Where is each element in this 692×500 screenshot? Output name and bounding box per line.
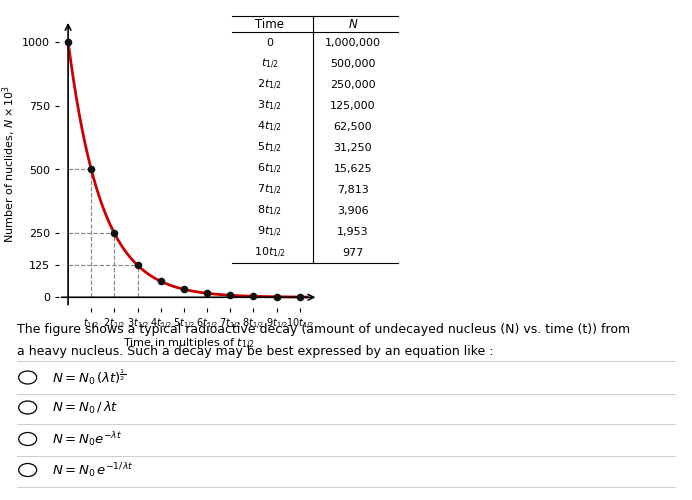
Text: $N = N_0\,e^{-1/\lambda t}$: $N = N_0\,e^{-1/\lambda t}$ [52,461,134,479]
Text: 500,000: 500,000 [330,59,376,69]
Text: Time: Time [255,18,284,30]
Text: $N = N_0\,(\lambda t)^{\frac{1}{2}}$: $N = N_0\,(\lambda t)^{\frac{1}{2}}$ [52,368,126,387]
Point [86,166,97,173]
Point [132,262,143,270]
Point [248,292,259,300]
Text: $t_{1/2}$: $t_{1/2}$ [261,57,279,71]
Text: 15,625: 15,625 [334,164,372,174]
Text: $3t_{1/2}$: $3t_{1/2}$ [257,99,282,113]
Text: 7,813: 7,813 [337,185,369,195]
Text: $8t_{1/2}$: $8t_{1/2}$ [257,204,282,218]
Point [179,286,190,294]
Text: 250,000: 250,000 [330,80,376,90]
Text: $10t_{1/2}$: $10t_{1/2}$ [254,246,286,260]
Text: 125,000: 125,000 [330,101,376,111]
Text: $4t_{1/2}$: $4t_{1/2}$ [257,120,282,134]
X-axis label: Time in multiples of $t_{1/2}$: Time in multiples of $t_{1/2}$ [122,337,255,351]
Text: 31,250: 31,250 [334,143,372,153]
Text: $N$: $N$ [347,18,358,30]
Text: $6t_{1/2}$: $6t_{1/2}$ [257,162,282,176]
Y-axis label: Number of nuclides, $N \times 10^3$: Number of nuclides, $N \times 10^3$ [0,84,17,243]
Text: 62,500: 62,500 [334,122,372,132]
Text: The figure shows a typical radioactive decay (amount of undecayed nucleus (N) vs: The figure shows a typical radioactive d… [17,322,630,336]
Point [109,230,120,237]
Point [201,290,212,298]
Text: 1,000,000: 1,000,000 [325,38,381,48]
Text: 1,953: 1,953 [337,227,369,237]
Text: $7t_{1/2}$: $7t_{1/2}$ [257,183,282,197]
Text: 3,906: 3,906 [337,206,369,216]
Text: $N = N_0 e^{-\lambda t}$: $N = N_0 e^{-\lambda t}$ [52,430,122,448]
Point [271,293,282,301]
Point [62,38,73,46]
Text: 977: 977 [343,248,363,258]
Text: 0: 0 [266,38,273,48]
Text: a heavy nucleus. Such a decay may be best expressed by an equation like :: a heavy nucleus. Such a decay may be bes… [17,345,494,358]
Point [294,293,305,301]
Text: $9t_{1/2}$: $9t_{1/2}$ [257,225,282,239]
Text: $5t_{1/2}$: $5t_{1/2}$ [257,141,282,155]
Text: $N = N_0\,/\,\lambda t$: $N = N_0\,/\,\lambda t$ [52,400,118,415]
Point [225,292,236,300]
Point [155,278,166,285]
Text: $2t_{1/2}$: $2t_{1/2}$ [257,78,282,92]
